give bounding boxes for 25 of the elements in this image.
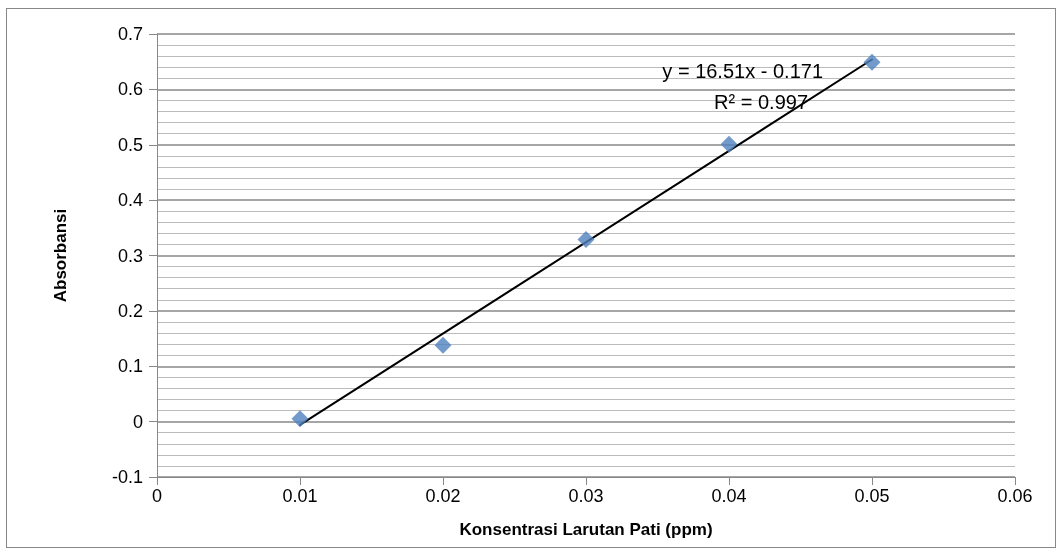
x-tick-label: 0 <box>151 486 163 506</box>
x-tick-label: 0.05 <box>854 486 890 506</box>
x-tick-label: 0.01 <box>282 486 318 506</box>
y-tick-label: 0.5 <box>117 134 143 155</box>
y-tick-label: 0 <box>132 411 143 432</box>
point <box>863 53 881 71</box>
x-axis-title: Konsentrasi Larutan Pati (ppm) <box>459 520 713 539</box>
annotation: R² = 0.997 <box>714 91 809 113</box>
y-tick-label: 0.6 <box>117 79 143 100</box>
point <box>434 336 452 354</box>
point <box>291 410 309 428</box>
x-tick-label: 0.06 <box>997 486 1033 506</box>
y-tick-label: -0.1 <box>111 467 143 487</box>
annotation: y = 16.51x - 0.171 <box>662 60 824 82</box>
y-tick-label: 0.7 <box>117 24 143 44</box>
y-axis-title: Absorbansi <box>51 208 70 303</box>
x-tick-label: 0.04 <box>711 486 747 506</box>
y-tick-label: 0.2 <box>117 300 143 321</box>
x-tick-label: 0.03 <box>568 486 604 506</box>
y-tick-label: 0.4 <box>117 190 143 211</box>
y-tick-label: 0.1 <box>117 356 143 377</box>
point <box>720 135 738 153</box>
x-tick-label: 0.02 <box>425 486 461 506</box>
point <box>577 230 595 248</box>
y-tick-label: 0.3 <box>117 245 143 266</box>
